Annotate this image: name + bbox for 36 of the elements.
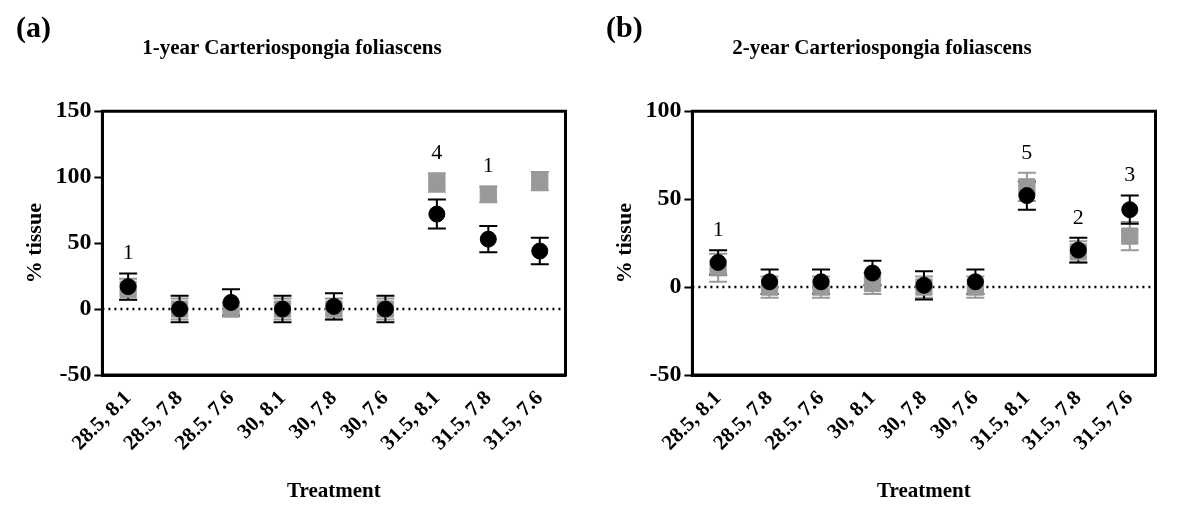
annotation: 1 xyxy=(482,152,494,178)
y-tick-label: 0 xyxy=(79,294,92,321)
y-tick-label: 50 xyxy=(657,184,682,211)
point xyxy=(1121,227,1139,245)
y-tick-label: 0 xyxy=(669,272,682,299)
point xyxy=(966,273,984,291)
point xyxy=(531,242,549,260)
y-tick-label: 100 xyxy=(55,162,92,189)
point xyxy=(1121,201,1139,219)
point xyxy=(479,230,497,248)
point xyxy=(709,253,727,271)
point xyxy=(428,205,446,223)
point xyxy=(863,264,881,282)
annotation: 1 xyxy=(122,239,134,265)
y-axis-title: % tissue xyxy=(610,202,636,284)
y-tick-label: 100 xyxy=(645,96,682,123)
annotation: 2 xyxy=(1072,203,1084,229)
chart-title: 1-year Carteriospongia foliascens xyxy=(142,35,442,60)
point xyxy=(1018,187,1036,205)
y-tick-label: 50 xyxy=(67,228,92,255)
point xyxy=(812,273,830,291)
point xyxy=(222,293,240,311)
text: (b) xyxy=(606,10,643,44)
chart-title: 2-year Carteriospongia foliascens xyxy=(732,35,1032,60)
annotation: 1 xyxy=(712,215,724,241)
y-tick-label: -50 xyxy=(649,360,682,387)
x-axis-title: Treatment xyxy=(877,477,971,502)
annotation: 3 xyxy=(1124,161,1136,187)
text: (a) xyxy=(16,10,51,44)
y-axis-title: % tissue xyxy=(20,202,46,284)
x-axis-title: Treatment xyxy=(287,477,381,502)
y-tick-label: -50 xyxy=(59,360,92,387)
point xyxy=(761,273,779,291)
annotation: 4 xyxy=(431,138,443,164)
y-tick-label: 150 xyxy=(55,96,92,123)
annotation: 5 xyxy=(1021,138,1033,164)
